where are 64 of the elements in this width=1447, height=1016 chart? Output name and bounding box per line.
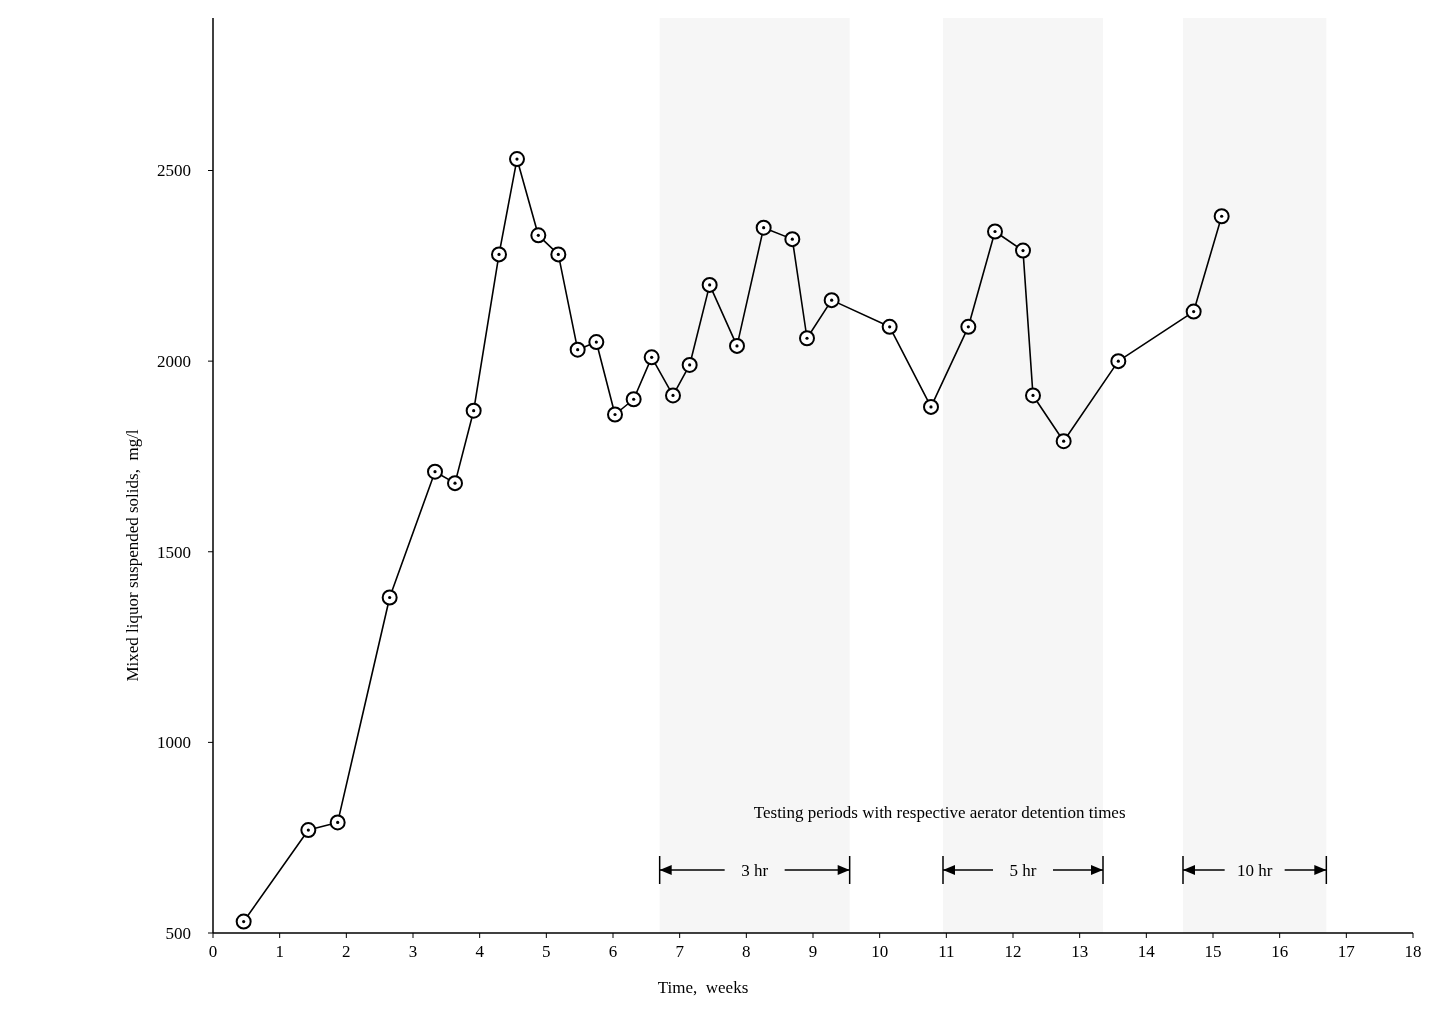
annotation: Testing periods with respective aerator detention times xyxy=(753,803,1126,822)
y-tick-label: 1000 xyxy=(157,733,191,753)
y-tick-label: 2000 xyxy=(157,352,191,372)
point xyxy=(607,406,623,423)
x-tick-label: 5 xyxy=(542,942,551,961)
point xyxy=(329,814,346,831)
x-tick-label: 13 xyxy=(1071,942,1089,961)
point xyxy=(1025,387,1041,404)
point xyxy=(569,341,586,358)
point xyxy=(235,913,252,930)
band-label: 3 hr xyxy=(741,860,769,880)
point xyxy=(1213,208,1230,225)
x-tick-label: 7 xyxy=(675,942,685,961)
point xyxy=(1110,353,1127,370)
x-tick-label: 11 xyxy=(938,942,955,961)
x-tick-label: 17 xyxy=(1337,942,1356,961)
point xyxy=(491,246,507,263)
y-axis-title: Mixed liquor suspended solids, mg/l xyxy=(123,429,142,682)
x-tick-label: 4 xyxy=(475,942,485,961)
point xyxy=(784,231,801,248)
point xyxy=(1055,433,1072,450)
x-tick-label: 6 xyxy=(608,942,618,961)
point xyxy=(381,589,398,606)
point xyxy=(300,822,317,839)
point xyxy=(799,330,815,347)
point xyxy=(427,463,443,480)
point xyxy=(509,151,525,168)
point xyxy=(625,391,642,408)
point xyxy=(665,387,681,404)
x-tick-label: 1 xyxy=(275,942,284,961)
x-tick-label: 2 xyxy=(342,942,351,961)
x-tick-label: 0 xyxy=(208,942,218,961)
band-label: 5 hr xyxy=(1009,860,1037,880)
y-tick-label: 1500 xyxy=(157,542,191,562)
x-tick-label: 8 xyxy=(742,942,751,961)
x-tick-label: 3 xyxy=(408,942,418,961)
x-tick-label: 9 xyxy=(808,942,818,961)
x-tick-label: 18 xyxy=(1404,942,1422,961)
point xyxy=(881,318,898,335)
point xyxy=(1185,303,1202,320)
point xyxy=(923,398,939,415)
x-tick-label: 15 xyxy=(1204,942,1222,961)
y-tick-label: 2500 xyxy=(157,161,191,181)
point xyxy=(823,292,840,309)
point xyxy=(550,246,567,263)
point xyxy=(465,402,482,419)
point xyxy=(755,219,772,236)
x-tick-label: 10 xyxy=(871,942,889,961)
point xyxy=(643,349,660,366)
point xyxy=(960,318,977,335)
point xyxy=(701,276,718,293)
point xyxy=(1015,242,1031,259)
x-tick-label: 16 xyxy=(1271,942,1289,961)
x-tick-label: 14 xyxy=(1137,942,1156,961)
x-tick-label: 12 xyxy=(1004,942,1022,961)
band-label: 10 hr xyxy=(1236,860,1273,880)
point xyxy=(588,334,605,351)
point xyxy=(447,475,463,492)
point xyxy=(530,227,547,244)
x-axis-title: Time, weeks xyxy=(657,978,749,997)
point xyxy=(729,337,745,354)
point xyxy=(987,223,1003,240)
y-tick-label: 500 xyxy=(165,923,191,943)
point xyxy=(681,356,698,373)
